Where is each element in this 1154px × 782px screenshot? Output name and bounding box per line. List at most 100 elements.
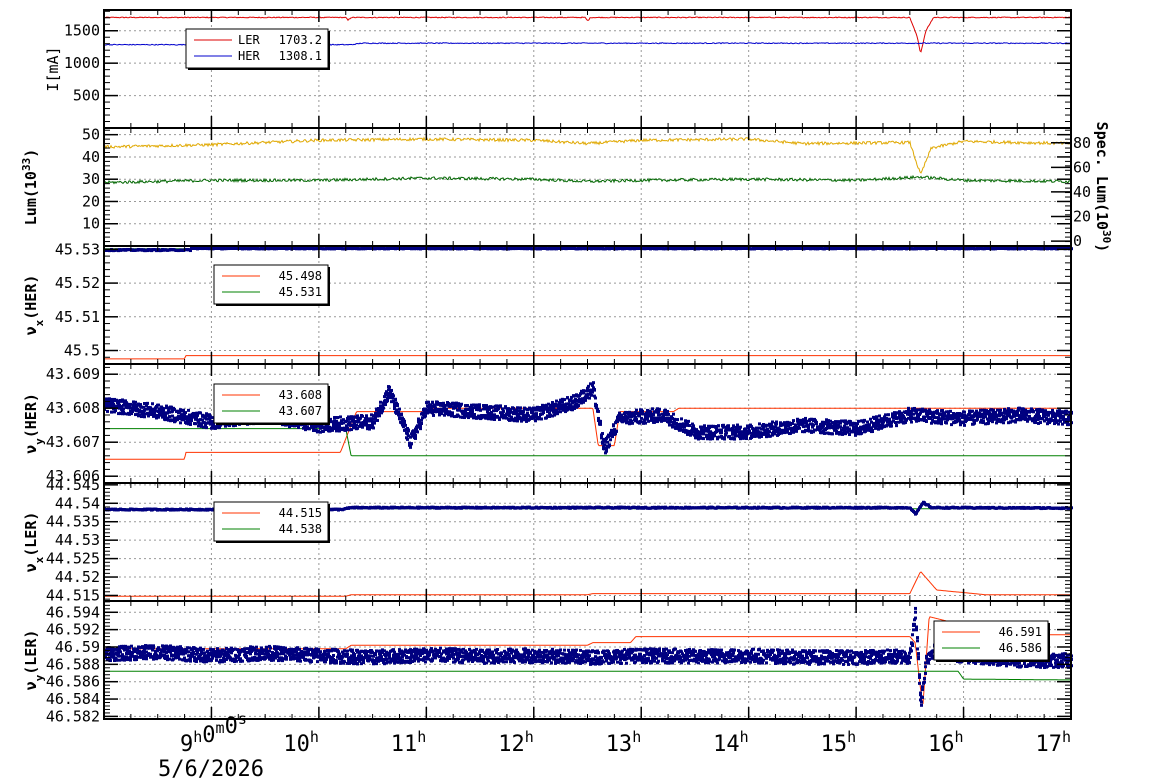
data-point [634,419,637,423]
data-point [917,415,920,419]
data-point [863,418,866,422]
data-point [342,418,345,422]
data-point [204,423,207,427]
data-point [1007,421,1010,425]
data-point [459,415,462,419]
data-point [335,429,338,433]
data-point [910,409,913,413]
data-point [577,404,580,408]
data-point [569,403,572,407]
data-point [605,449,608,453]
data-point [162,413,165,417]
data-point [984,415,987,419]
data-point [196,411,199,415]
data-point [1043,419,1046,423]
data-point [608,443,611,447]
data-point [410,442,413,446]
data-point [849,420,852,424]
data-point [508,414,511,418]
data-point [516,419,519,423]
data-point [120,658,123,662]
data-point [832,426,835,430]
data-point [853,421,856,425]
data-point [1038,407,1041,411]
data-point [182,408,185,412]
data-point [690,432,693,436]
data-point [515,409,518,413]
data-point [505,416,508,420]
data-point [668,418,671,422]
data-point [661,418,664,422]
data-point [443,413,446,417]
data-point [555,399,558,403]
data-point [353,421,356,425]
data-point [802,425,805,429]
data-point [888,417,891,421]
data-point [366,424,369,428]
data-point [422,413,425,417]
data-point [912,416,915,420]
data-point [752,432,755,436]
data-point [638,421,641,425]
data-point [941,415,944,419]
data-point [477,414,480,418]
data-point [457,414,460,418]
data-point [620,413,623,417]
data-point [380,411,383,415]
data-point [847,429,850,433]
data-point [884,413,887,417]
data-point [1043,415,1046,419]
data-point [486,405,489,409]
data-point [117,412,120,416]
data-point [339,415,342,419]
data-point [414,436,417,440]
data-point [635,408,638,412]
data-point [122,407,125,411]
data-point [507,407,510,411]
data-point [851,429,854,433]
data-point [430,408,433,412]
data-point [751,434,754,438]
data-point [982,421,985,425]
data-point [443,405,446,409]
data-point [174,419,177,423]
data-point [645,411,648,415]
data-point [207,421,210,425]
data-point [1057,422,1060,426]
data-point [334,416,337,420]
data-point [1061,422,1064,426]
data-point [630,419,633,423]
data-point [722,423,725,427]
data-point [493,413,496,417]
data-point [658,407,661,411]
data-point [990,417,993,421]
data-point [985,410,988,414]
data-point [389,393,392,397]
data-point [646,417,649,421]
data-point [1011,415,1014,419]
data-point [132,400,135,404]
data-point [488,413,491,417]
data-point [445,412,448,416]
data-point [1056,413,1059,417]
data-point [530,416,533,420]
data-point [895,424,898,428]
data-point [990,415,993,419]
data-point [162,408,165,412]
data-point [680,417,683,421]
data-point [774,425,777,429]
data-point [991,420,994,424]
data-point [673,420,676,424]
data-point [919,505,922,509]
data-point [506,411,509,415]
data-point [426,411,429,415]
data-point [485,407,488,411]
data-point [688,424,691,428]
data-point [162,407,165,411]
data-point [975,409,978,413]
data-point [111,655,114,659]
data-point [328,425,331,429]
data-point [146,401,149,405]
data-point [708,426,711,430]
data-point [1051,408,1054,412]
